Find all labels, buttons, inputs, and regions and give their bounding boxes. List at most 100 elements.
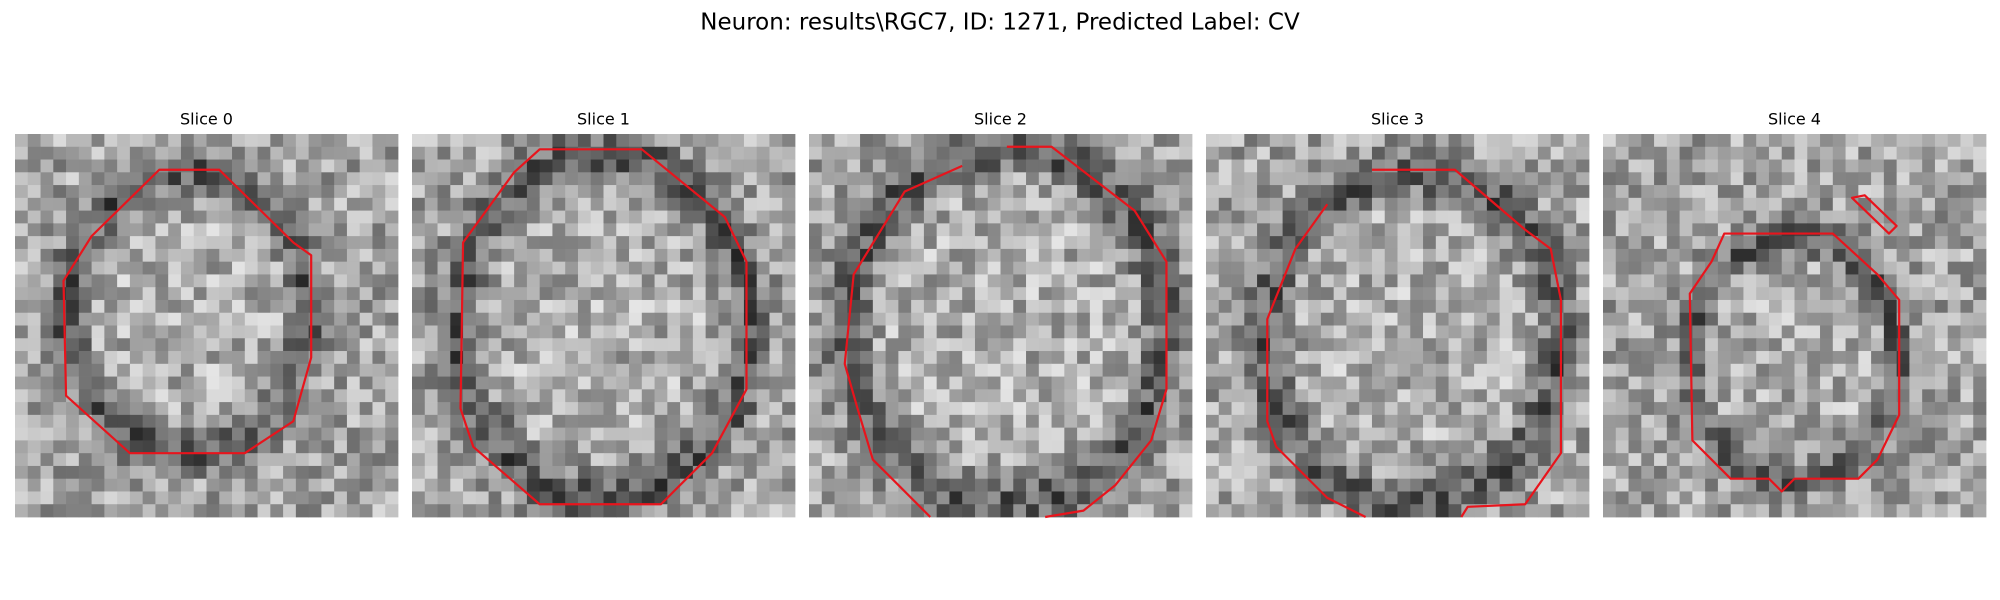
- pixel: [78, 453, 92, 467]
- pixel: [565, 478, 579, 492]
- pixel: [1499, 325, 1513, 339]
- pixel: [450, 236, 464, 250]
- pixel: [1064, 478, 1078, 492]
- pixel: [155, 427, 169, 441]
- pixel: [949, 504, 963, 518]
- pixel: [1320, 325, 1335, 339]
- pixel: [962, 159, 976, 173]
- pixel: [1756, 389, 1770, 403]
- pixel: [15, 223, 29, 237]
- pixel: [1346, 287, 1360, 301]
- pixel: [756, 299, 770, 314]
- pixel: [1206, 146, 1220, 160]
- pixel: [987, 287, 1001, 301]
- pixel: [129, 402, 144, 416]
- pixel: [782, 491, 796, 505]
- pixel: [756, 453, 770, 467]
- pixel: [552, 325, 566, 339]
- pixel: [1679, 248, 1693, 263]
- pixel: [1295, 185, 1309, 199]
- pixel: [1206, 325, 1220, 339]
- pixel: [872, 210, 886, 224]
- pixel: [1038, 465, 1052, 480]
- pixel: [680, 504, 694, 518]
- pixel: [756, 197, 770, 211]
- pixel: [1308, 312, 1322, 326]
- pixel: [1832, 427, 1846, 441]
- pixel: [1934, 172, 1949, 186]
- pixel: [219, 504, 233, 518]
- pixel: [1359, 376, 1373, 390]
- pixel: [1102, 427, 1116, 441]
- pixel: [1257, 261, 1271, 275]
- pixel: [1820, 427, 1834, 441]
- pixel: [1474, 351, 1488, 365]
- pixel: [117, 185, 131, 199]
- pixel: [1384, 185, 1398, 199]
- pixel: [40, 299, 54, 314]
- pixel: [1140, 159, 1155, 173]
- pixel: [603, 402, 617, 416]
- pixel: [1537, 261, 1552, 275]
- pixel: [860, 261, 874, 275]
- pixel: [372, 504, 386, 518]
- pixel: [1474, 389, 1488, 403]
- pixel: [756, 159, 770, 173]
- pixel: [1128, 504, 1142, 518]
- pixel: [1807, 440, 1821, 454]
- pixel: [1410, 210, 1424, 224]
- pixel: [1308, 287, 1322, 301]
- pixel: [1947, 465, 1961, 480]
- pixel: [1820, 389, 1834, 403]
- pixel: [1654, 172, 1668, 186]
- pixel: [821, 146, 835, 160]
- pixel: [244, 210, 258, 224]
- pixel: [385, 465, 399, 480]
- pixel: [1934, 402, 1949, 416]
- pixel: [1628, 261, 1642, 275]
- pixel: [334, 465, 348, 480]
- pixel: [1026, 299, 1040, 314]
- pixel: [1934, 351, 1949, 365]
- pixel: [847, 287, 861, 301]
- pixel: [577, 248, 592, 263]
- pixel: [949, 261, 963, 275]
- pixel: [53, 223, 67, 237]
- pixel: [334, 210, 348, 224]
- pixel: [809, 223, 823, 237]
- pixel: [283, 338, 297, 352]
- pixel: [270, 287, 284, 301]
- pixel: [1896, 504, 1910, 518]
- pixel: [219, 299, 233, 314]
- pixel: [565, 223, 579, 237]
- pixel: [180, 287, 195, 301]
- pixel: [616, 185, 630, 199]
- pixel: [949, 402, 963, 416]
- pixel: [142, 223, 156, 237]
- pixel: [129, 491, 144, 505]
- pixel: [860, 363, 874, 377]
- pixel: [1654, 248, 1668, 263]
- pixel: [1102, 299, 1116, 314]
- pixel: [437, 210, 451, 224]
- pixel: [1397, 338, 1411, 352]
- pixel: [1909, 504, 1923, 518]
- pixel: [577, 338, 592, 352]
- pixel: [1115, 414, 1129, 429]
- pixel: [424, 274, 438, 288]
- pixel: [142, 312, 156, 326]
- pixel: [142, 465, 156, 480]
- pixel: [501, 274, 515, 288]
- pixel: [1128, 389, 1142, 403]
- pixel: [923, 427, 938, 441]
- pixel: [1333, 351, 1347, 365]
- pixel: [1525, 185, 1539, 199]
- pixel: [1295, 210, 1309, 224]
- pixel: [1269, 312, 1283, 326]
- pixel: [1435, 427, 1449, 441]
- pixel: [782, 197, 796, 211]
- pixel: [1730, 440, 1744, 454]
- pixel: [385, 427, 399, 441]
- pixel: [412, 274, 426, 288]
- pixel: [1333, 376, 1347, 390]
